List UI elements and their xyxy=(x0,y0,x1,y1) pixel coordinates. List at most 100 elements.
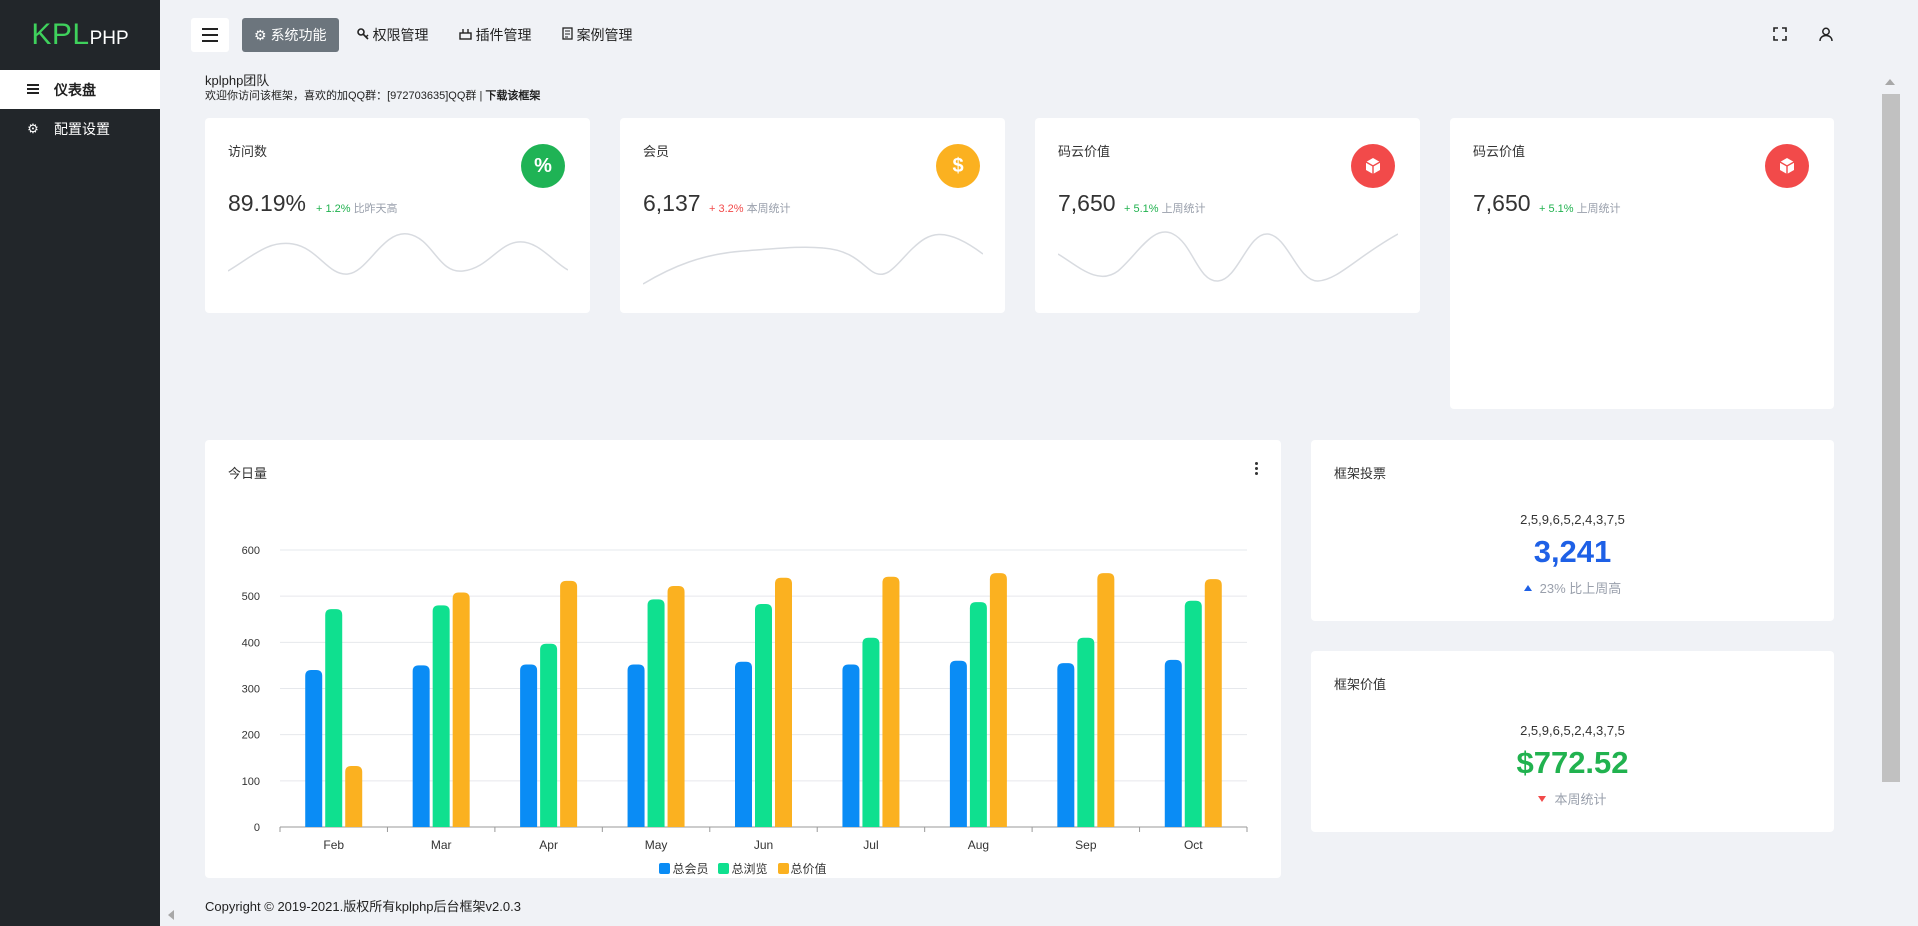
nav-plugin-button[interactable]: 插件管理 xyxy=(447,18,544,52)
x-tick-label: Mar xyxy=(431,838,452,852)
x-tick-label: Sep xyxy=(1075,838,1097,852)
logo-main: KPL xyxy=(31,18,90,51)
key-icon xyxy=(356,27,369,43)
subtitle-text: 欢迎你访问该框架，喜欢的加QQ群：[972703635]QQ群 | xyxy=(205,90,483,102)
y-tick-label: 600 xyxy=(242,545,260,557)
sidebar-item-settings[interactable]: ⚙ 配置设置 xyxy=(0,109,160,148)
stat-value: 7,650 xyxy=(1473,190,1531,216)
download-link[interactable]: 下载该框架 xyxy=(485,90,541,102)
arrow-up-icon xyxy=(1523,585,1532,591)
stat-change: + 5.1% 上周统计 xyxy=(1124,203,1206,215)
cube-icon xyxy=(1765,144,1809,188)
stat-value: 7,650 xyxy=(1058,190,1116,216)
bar xyxy=(1164,659,1182,827)
fullscreen-icon[interactable] xyxy=(1768,22,1792,46)
sidebar-toggle-button[interactable] xyxy=(191,18,229,52)
scroll-up-arrow[interactable] xyxy=(1885,79,1895,85)
worth-card: 框架价值 2,5,9,6,5,2,4,3,7,5 $772.52 本周统计 xyxy=(1311,651,1834,832)
bar xyxy=(1184,600,1202,827)
y-tick-label: 200 xyxy=(242,730,260,742)
scrollbar-thumb[interactable] xyxy=(1882,94,1900,782)
worth-sequence: 2,5,9,6,5,2,4,3,7,5 xyxy=(1520,723,1625,738)
topbar: ⚙ 系统功能 权限管理 插件管理 案例管理 xyxy=(160,0,1918,70)
stat-title: 会员 xyxy=(643,144,670,159)
bar xyxy=(432,605,450,827)
top-right-actions xyxy=(1768,22,1838,46)
stat-title: 码云价值 xyxy=(1473,144,1526,159)
bar xyxy=(325,609,343,827)
logo-sub: PHP xyxy=(89,28,129,49)
bar xyxy=(1057,663,1075,827)
stat-change: + 3.2% 本周统计 xyxy=(709,203,791,215)
vote-sequence: 2,5,9,6,5,2,4,3,7,5 xyxy=(1520,512,1625,527)
user-icon[interactable] xyxy=(1814,22,1838,46)
bar xyxy=(949,660,967,827)
worth-value: $772.52 xyxy=(1516,745,1629,780)
legend-label: 总会员 xyxy=(672,862,709,876)
percent-icon: % xyxy=(521,144,565,188)
legend-item[interactable]: 总浏览 xyxy=(718,860,768,877)
bar xyxy=(560,580,578,827)
bar xyxy=(452,592,470,827)
legend-swatch xyxy=(777,863,789,874)
x-tick-label: Jun xyxy=(754,838,773,852)
stat-title: 码云价值 xyxy=(1058,144,1111,159)
cube-icon xyxy=(1351,144,1395,188)
sparkline xyxy=(643,233,983,285)
bar xyxy=(345,766,363,827)
sidebar-item-label: 配置设置 xyxy=(54,120,110,137)
stat-value: 89.19% xyxy=(228,190,307,216)
vote-footer: 23% 比上周高 xyxy=(1311,578,1834,597)
sidebar-item-dashboard[interactable]: 仪表盘 xyxy=(0,70,160,109)
y-tick-label: 0 xyxy=(254,822,260,834)
legend-label: 总价值 xyxy=(790,862,827,876)
bar xyxy=(1204,579,1222,827)
stat-card-visits: 访问数 % 89.19% + 1.2% 比昨天高 xyxy=(205,118,590,313)
legend-label: 总浏览 xyxy=(731,862,768,876)
y-tick-label: 300 xyxy=(242,684,260,696)
more-options-icon[interactable] xyxy=(1253,462,1259,475)
bar-chart: 0 100 200 300 400 500 600 Feb Mar Apr May Jun Jul Aug… xyxy=(242,545,1248,852)
scroll-left-arrow[interactable] xyxy=(168,910,174,920)
bar xyxy=(412,665,430,827)
x-tick-label: Feb xyxy=(323,838,344,852)
nav-label: 插件管理 xyxy=(475,27,532,43)
bar xyxy=(1077,637,1095,827)
page-title: kplphp团队 xyxy=(205,73,270,88)
stat-card-gitee-value-2: 码云价值 7,650 + 5.1% 上周统计 xyxy=(1450,118,1834,409)
sidebar: KPL PHP 仪表盘 ⚙ 配置设置 xyxy=(0,0,160,926)
vote-title: 框架投票 xyxy=(1334,466,1387,481)
bar xyxy=(755,604,772,827)
nav-label: 系统功能 xyxy=(270,27,327,43)
legend-item[interactable]: 总会员 xyxy=(659,860,708,877)
x-tick-label: Aug xyxy=(968,838,989,852)
vote-value: 3,241 xyxy=(1533,534,1612,569)
nav-permission-button[interactable]: 权限管理 xyxy=(345,18,441,52)
bar xyxy=(627,664,645,827)
stat-title: 访问数 xyxy=(228,144,268,159)
chart-title: 今日量 xyxy=(228,466,268,481)
worth-footer: 本周统计 xyxy=(1311,789,1834,808)
bar xyxy=(540,643,558,827)
bar xyxy=(882,576,900,827)
page-subtitle: 欢迎你访问该框架，喜欢的加QQ群：[972703635]QQ群 | 下载该框架 xyxy=(205,87,540,103)
vote-card: 框架投票 2,5,9,6,5,2,4,3,7,5 3,241 23% 比上周高 xyxy=(1311,440,1834,621)
footer-copyright: Copyright © 2019-2021.版权所有kplphp后台框架v2.0… xyxy=(205,899,521,914)
logo[interactable]: KPL PHP xyxy=(0,0,160,70)
bar xyxy=(775,577,792,827)
nav-system-button[interactable]: ⚙ 系统功能 xyxy=(242,18,339,52)
nav-label: 案例管理 xyxy=(576,27,633,43)
y-tick-label: 100 xyxy=(242,776,260,788)
legend-item[interactable]: 总价值 xyxy=(777,860,827,877)
nav-case-button[interactable]: 案例管理 xyxy=(550,18,645,52)
bar xyxy=(842,664,860,827)
bar xyxy=(647,599,665,827)
stat-change: + 1.2% 比昨天高 xyxy=(316,203,398,215)
bar xyxy=(862,637,880,827)
bar xyxy=(989,573,1007,827)
bar xyxy=(305,670,323,827)
worth-title: 框架价值 xyxy=(1334,677,1387,692)
stat-card-members: 会员 $ 6,137 + 3.2% 本周统计 xyxy=(620,118,1005,313)
menu-icon xyxy=(26,82,40,97)
nav-label: 权限管理 xyxy=(372,27,429,43)
